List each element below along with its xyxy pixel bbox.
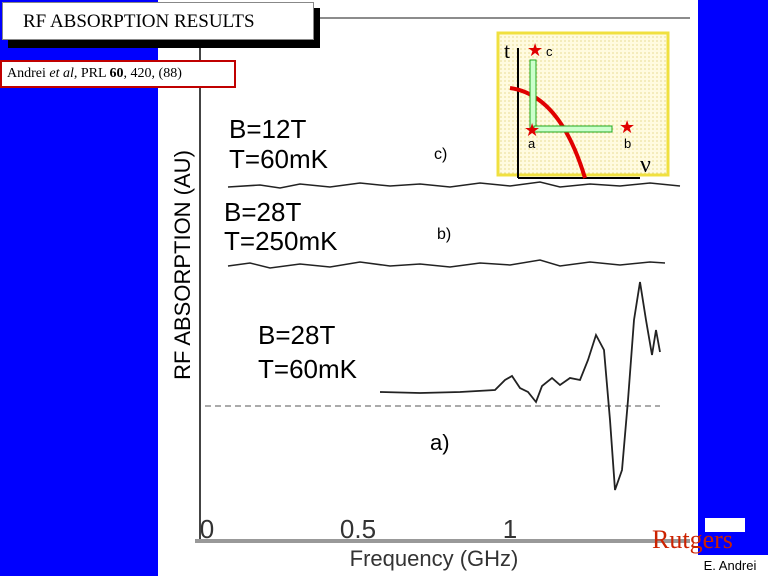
citation-journal: PRL: [80, 66, 107, 81]
trace-a: [379, 281, 661, 491]
title-box: RF ABSORPTION RESULTS: [2, 2, 314, 40]
arrow-horizontal: [533, 125, 613, 133]
phase-boundary: [509, 86, 587, 179]
citation-box: Andrei et al, PRL 60, 420, (88): [0, 60, 236, 88]
author-box: E. Andrei: [692, 555, 768, 576]
slide-title: RF ABSORPTION RESULTS: [23, 11, 255, 32]
star-c: ★: [527, 40, 543, 60]
trace-temperature: T=60mK: [229, 144, 329, 174]
citation-etal: et al,: [49, 66, 78, 81]
trace-temperature: T=250mK: [224, 226, 338, 256]
x-tick-label: 1: [503, 514, 517, 544]
inset-nu-label: ν: [640, 152, 651, 178]
author: E. Andrei: [703, 558, 757, 573]
x-tick-label: 0: [200, 514, 214, 544]
trace-temperature: T=60mK: [258, 354, 358, 384]
y-axis-label: RF ABSORPTION (AU): [170, 150, 195, 380]
trace-label: b): [437, 226, 451, 243]
trace-field: B=28T: [258, 320, 335, 350]
inset-point-label: c: [546, 44, 553, 59]
logo: Rutgers: [652, 525, 733, 555]
star-a: ★: [524, 120, 540, 140]
trace-label: a): [430, 430, 450, 455]
trace-field: B=12T: [229, 114, 306, 144]
trace-label: c): [434, 146, 447, 163]
citation-volume: 60: [109, 66, 124, 81]
x-axis-label: Frequency (GHz): [350, 546, 519, 571]
inset-point-label: a: [528, 136, 536, 151]
inset-t-label: t: [504, 38, 510, 63]
arrow-vertical: [529, 59, 537, 131]
logo-bar: [705, 518, 745, 532]
citation-rest: , 420, (88): [123, 66, 182, 81]
citation-authors: Andrei: [7, 66, 46, 81]
logo-text: Rutgers: [652, 525, 733, 554]
x-tick-label: 0.5: [340, 514, 376, 544]
trace-c: [227, 181, 681, 189]
star-b: ★: [619, 117, 635, 137]
trace-b: [227, 259, 666, 269]
trace-field: B=28T: [224, 197, 301, 227]
inset-point-label: b: [624, 136, 631, 151]
